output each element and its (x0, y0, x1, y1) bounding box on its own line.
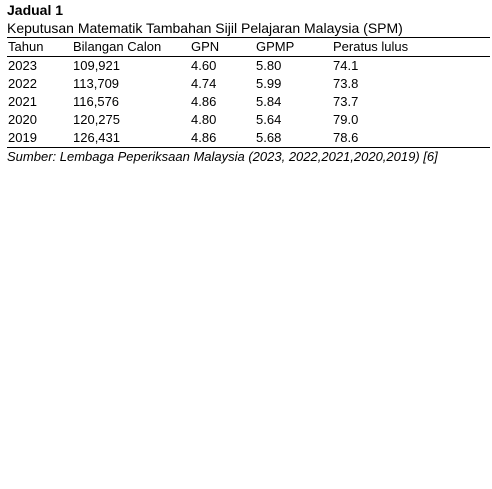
cell-candidates: 120,275 (73, 112, 120, 127)
cell-year: 2022 (8, 76, 37, 91)
cell-candidates: 113,709 (73, 76, 120, 91)
document: Jadual 1 Keputusan Matematik Tambahan Si… (7, 2, 490, 166)
cell-pass-rate: 78.6 (333, 130, 359, 145)
table-row: 2022 113,709 4.74 5.99 73.8 (7, 75, 490, 93)
cell-pass-rate: 74.1 (333, 58, 359, 73)
cell-candidates: 126,431 (73, 130, 120, 145)
cell-pass-rate: 73.7 (333, 94, 359, 109)
table-label: Jadual 1 (7, 2, 64, 18)
table-row: 2021 116,576 4.86 5.84 73.7 (7, 93, 490, 111)
header-gpmp: GPMP (256, 39, 295, 54)
table-row: 2020 120,275 4.80 5.64 79.0 (7, 111, 490, 129)
table-row: 2023 109,921 4.60 5.80 74.1 (7, 57, 490, 76)
source-note: Sumber: Lembaga Peperiksaan Malaysia (20… (7, 149, 438, 164)
cell-candidates: 116,576 (73, 94, 120, 109)
cell-gpn: 4.74 (191, 76, 217, 91)
cell-pass-rate: 79.0 (333, 112, 359, 127)
cell-year: 2019 (8, 130, 37, 145)
header-year: Tahun (8, 39, 44, 54)
cell-pass-rate: 73.8 (333, 76, 359, 91)
cell-gpmp: 5.64 (256, 112, 282, 127)
cell-gpmp: 5.68 (256, 130, 282, 145)
header-pass-rate: Peratus lulus (333, 39, 409, 54)
cell-year: 2021 (8, 94, 37, 109)
cell-gpmp: 5.84 (256, 94, 282, 109)
table-header-row: Tahun Bilangan Calon GPN GPMP Peratus lu… (7, 37, 490, 57)
cell-gpn: 4.86 (191, 94, 217, 109)
table-row: 2019 126,431 4.86 5.68 78.6 (7, 129, 490, 148)
cell-candidates: 109,921 (73, 58, 120, 73)
cell-gpmp: 5.80 (256, 58, 282, 73)
cell-gpn: 4.60 (191, 58, 217, 73)
header-gpn: GPN (191, 39, 220, 54)
header-candidates: Bilangan Calon (73, 39, 162, 54)
results-table: Tahun Bilangan Calon GPN GPMP Peratus lu… (7, 37, 490, 148)
cell-year: 2020 (8, 112, 37, 127)
cell-gpn: 4.86 (191, 130, 217, 145)
cell-gpn: 4.80 (191, 112, 217, 127)
table-caption: Keputusan Matematik Tambahan Sijil Pelaj… (7, 20, 403, 36)
cell-year: 2023 (8, 58, 37, 73)
cell-gpmp: 5.99 (256, 76, 282, 91)
